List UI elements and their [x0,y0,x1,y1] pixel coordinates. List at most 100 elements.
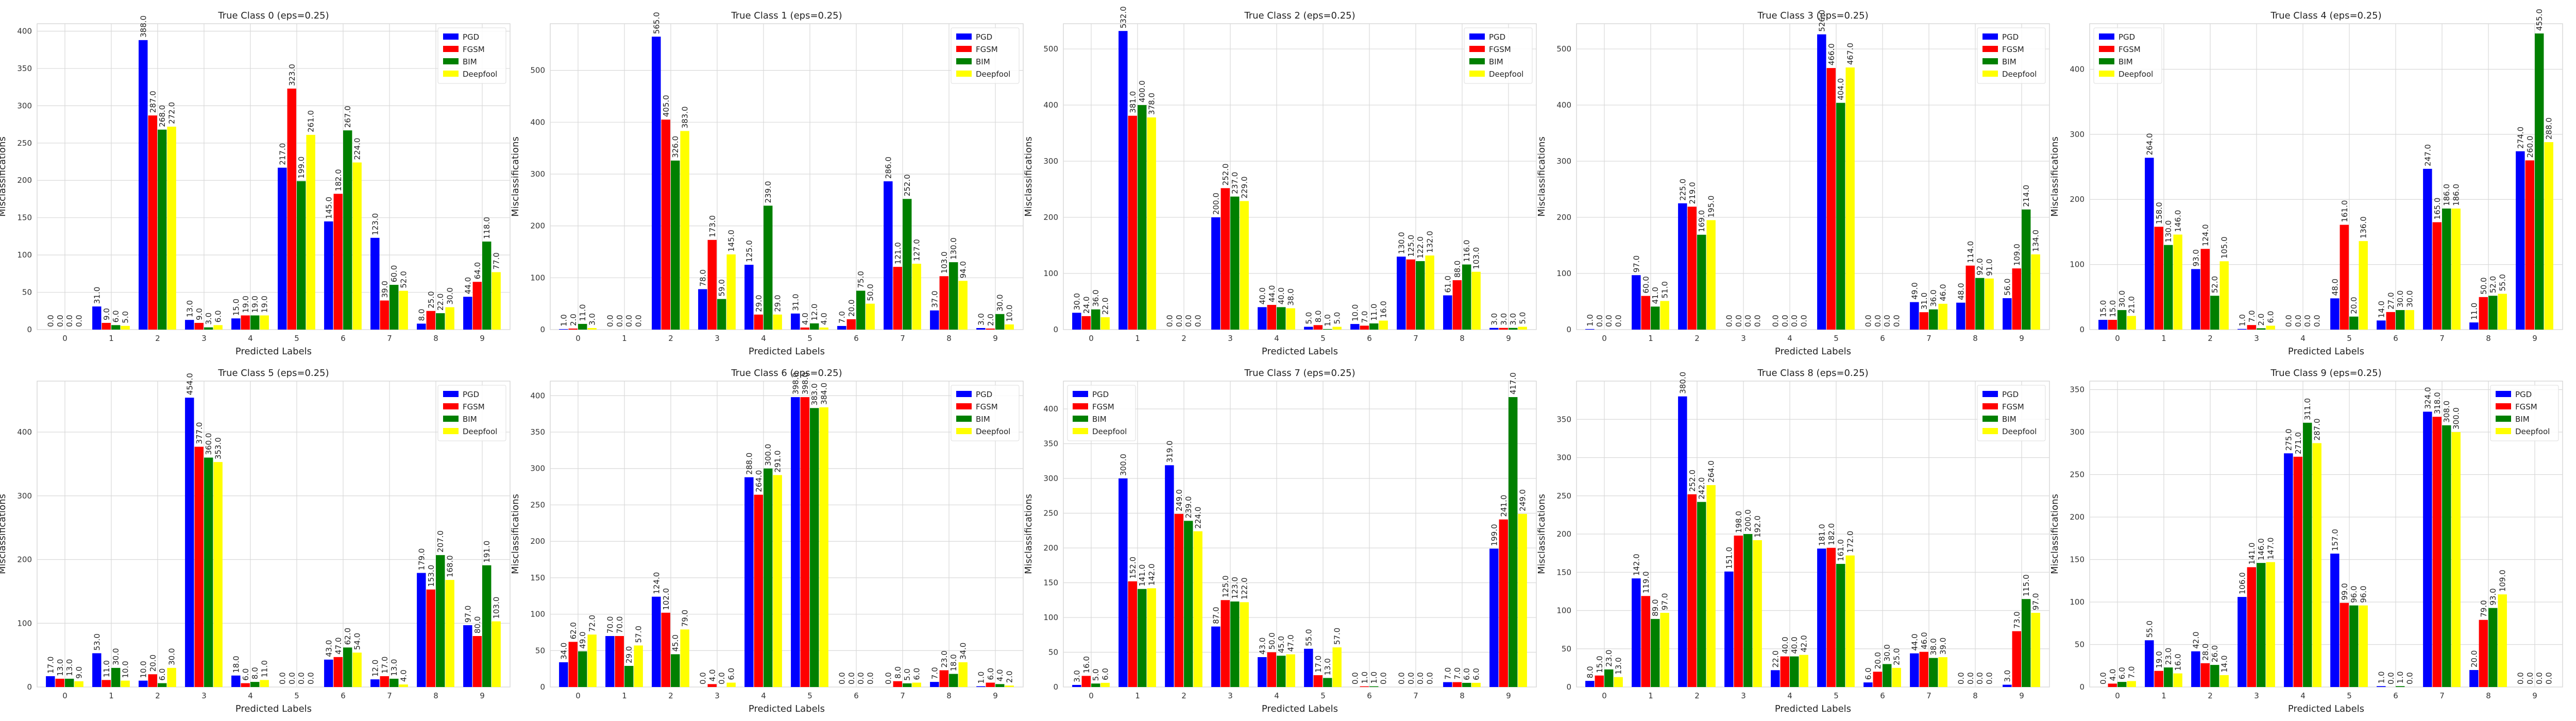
bar-value-label: 5.0 [121,311,130,323]
bar-value-label: 103.0 [1472,247,1481,269]
bar-value-label: 0.0 [624,315,634,327]
bar-value-label: 6.0 [2266,311,2276,323]
bar-value-label: 192.0 [1753,516,1762,538]
legend-swatch-pgd [2099,33,2114,40]
x-axis-label: Predicted Labels [749,703,825,714]
bar-pgd [652,596,661,687]
bar-deepfool [445,580,454,687]
bar-value-label: 23.0 [940,650,949,667]
legend-label-pgd: PGD [976,32,992,42]
bar-bim [717,299,726,330]
bar-fgsm [241,315,250,330]
bar-value-label: 50.0 [866,284,875,301]
bar-value-label: 268.0 [158,105,167,127]
bar-fgsm [986,328,995,330]
bar-value-label: 92.0 [1975,258,1985,275]
bar-value-label: 275.0 [2284,428,2293,451]
bar-value-label: 3.0 [1072,670,1081,682]
bar-value-label: 455.0 [2535,9,2544,31]
bar-value-label: 274.0 [2516,127,2525,149]
bar-value-label: 0.0 [278,672,287,684]
subplot-title: True Class 4 (eps=0.25) [2270,10,2381,21]
bar-value-label: 123.0 [1230,577,1240,599]
bar-value-label: 12.0 [810,304,819,321]
bar-value-label: 57.0 [634,626,643,643]
bar-value-label: 15.0 [2108,300,2117,317]
y-tick-label: 100 [530,273,545,282]
bar-value-label: 102.0 [662,588,671,610]
bar-pgd [185,320,194,330]
bar-value-label: 0.0 [1379,672,1388,684]
x-tick-label: 2 [155,691,160,700]
x-tick-label: 4 [248,691,253,700]
bar-fgsm [1687,494,1697,687]
subplot-title: True Class 9 (eps=0.25) [2270,368,2381,379]
bar-fgsm [2200,663,2210,687]
bar-value-label: 125.0 [744,240,754,262]
legend-label-bim: BIM [463,415,477,424]
bar-value-label: 64.0 [473,262,482,279]
bar-value-label: 0.0 [1790,315,1799,327]
bar-fgsm [986,682,995,687]
y-tick-label: 200 [530,537,545,546]
y-tick-label: 0 [27,325,32,334]
x-tick-label: 9 [480,691,485,700]
bar-value-label: 53.0 [92,633,101,650]
bar-value-label: 30.0 [2396,290,2405,307]
bar-value-label: 8.0 [893,666,903,679]
bar-value-label: 6.0 [727,668,736,680]
legend-label-pgd: PGD [1489,32,1505,42]
bar-deepfool [1799,655,1808,687]
bar-fgsm [1267,652,1276,687]
bar-pgd [2377,320,2386,330]
y-tick-label: 0 [1053,325,1058,334]
bar-pgd [2469,322,2479,330]
bar-fgsm [287,89,296,330]
bar-fgsm [333,657,343,687]
bar-pgd [417,323,426,330]
bar-value-label: 118.0 [482,217,492,239]
bar-fgsm [333,194,343,330]
y-axis-label: Misclassifications [0,494,8,574]
bar-value-label: 1.0 [2377,671,2386,683]
bar-fgsm [148,674,157,687]
bar-deepfool [2498,594,2507,687]
bar-pgd [370,237,380,330]
y-axis-label: Misclassifications [1536,494,1547,574]
bar-value-label: 151.0 [1724,547,1734,569]
y-axis-label: Misclassifications [510,494,521,574]
bar-bim [1184,521,1193,687]
bar-fgsm [754,494,763,687]
legend-swatch-bim [956,58,972,64]
bar-deepfool [819,327,828,330]
x-tick-label: 7 [2439,334,2445,343]
bar-fgsm [380,300,389,330]
bar-deepfool [726,682,736,687]
bar-value-label: 40.0 [1781,637,1790,654]
x-tick-label: 1 [2161,691,2166,700]
bar-fgsm [1452,682,1462,687]
x-tick-label: 5 [2347,334,2352,343]
x-tick-label: 0 [62,691,67,700]
bar-value-label: 7.0 [837,311,846,323]
y-tick-label: 300 [2070,130,2084,139]
bar-pgd [231,675,241,687]
x-tick-label: 1 [109,691,114,700]
x-axis-label: Predicted Labels [1262,346,1338,357]
bar-fgsm [893,267,902,330]
bar-deepfool [167,126,176,330]
bar-value-label: 191.0 [482,541,492,563]
bar-bim [764,468,773,687]
subplot-title: True Class 6 (eps=0.25) [731,368,842,379]
bar-value-label: 73.0 [2012,611,2022,628]
bar-value-label: 10.0 [1005,305,1014,322]
bar-bim [1929,658,1938,687]
bar-value-label: 130.0 [2164,220,2173,243]
bar-fgsm [615,636,624,687]
bar-pgd [976,328,986,330]
legend-swatch-fgsm [443,403,459,409]
bar-value-label: 0.0 [1175,315,1184,327]
y-tick-label: 250 [1043,509,1058,518]
bar-deepfool [912,264,921,330]
